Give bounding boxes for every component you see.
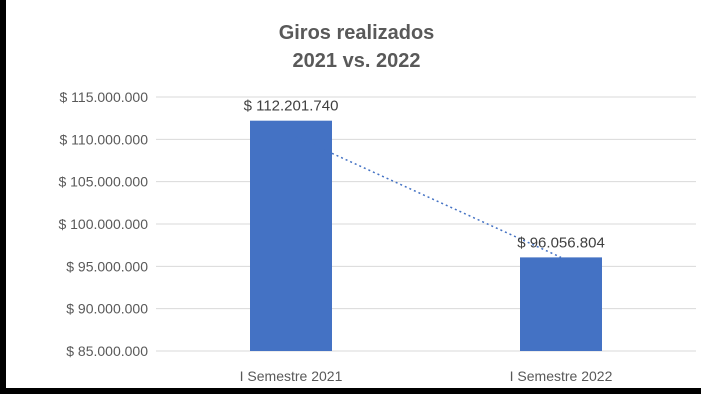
- y-tick-label: $ 85.000.000: [66, 343, 148, 359]
- y-tick-label: $ 90.000.000: [66, 301, 148, 317]
- x-axis-categories: I Semestre 2021 I Semestre 2022: [240, 368, 613, 384]
- data-labels: $ 112.201.740 $ 96.056.804: [244, 98, 605, 252]
- bar: [520, 257, 602, 351]
- y-axis-ticks: $ 85.000.000 $ 90.000.000 $ 95.000.000 $ 10…: [58, 89, 148, 359]
- y-tick-label: $ 110.000.000: [60, 131, 149, 147]
- gridlines: [156, 96, 696, 352]
- chart-title-line-1: Giros realizados: [278, 22, 435, 44]
- bar-chart: $ 85.000.000 $ 90.000.000 $ 95.000.000 $ 10…: [58, 89, 696, 384]
- data-label: $ 96.056.804: [517, 234, 605, 251]
- chart-title-line-2: 2021 vs. 2022: [292, 50, 421, 72]
- x-category-label: I Semestre 2022: [510, 368, 613, 384]
- bar: [250, 120, 332, 352]
- bars: [250, 120, 602, 352]
- data-label: $ 112.201.740: [244, 98, 339, 115]
- x-category-label: I Semestre 2021: [240, 368, 343, 384]
- y-tick-label: $ 100.000.000: [58, 216, 148, 232]
- y-tick-label: $ 105.000.000: [58, 174, 148, 190]
- y-tick-label: $ 95.000.000: [66, 258, 148, 274]
- y-tick-label: $ 115.000.000: [60, 89, 149, 105]
